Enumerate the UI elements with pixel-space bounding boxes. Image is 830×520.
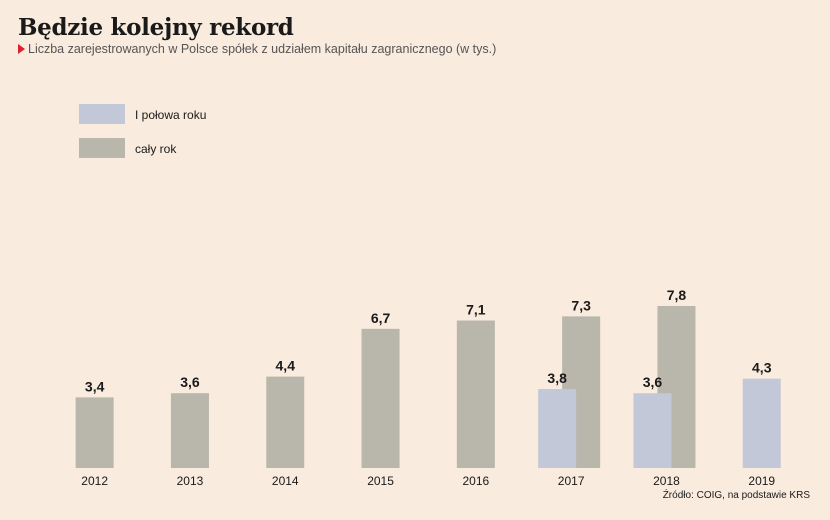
chart-subtitle: Liczba zarejestrowanych w Polsce spółek … (18, 42, 496, 56)
bar-full-year-2013 (170, 393, 209, 468)
data-label-full-year-2017: 7,3 (571, 297, 591, 313)
data-label-full-year-2014: 4,4 (276, 358, 296, 374)
data-label-full-year-2015: 6,7 (371, 310, 391, 326)
bar-half-year-2017 (538, 389, 577, 468)
x-tick-label-2018: 2018 (653, 474, 680, 488)
chart-title: Będzie kolejny rekord (18, 14, 294, 41)
data-label-half-year-2018: 3,6 (643, 374, 663, 390)
legend-swatch-half-year (79, 104, 125, 124)
legend-label-full-year: cały rok (135, 142, 177, 156)
data-label-full-year-2018: 7,8 (667, 287, 687, 303)
legend-swatch-full-year (79, 138, 125, 158)
bar-half-year-2019 (742, 378, 781, 468)
bar-full-year-2014 (266, 376, 305, 468)
bar-full-year-2016 (456, 320, 495, 468)
legend-label-half-year: I połowa roku (135, 108, 206, 122)
data-label-full-year-2012: 3,4 (85, 378, 105, 394)
bar-full-year-2012 (75, 397, 114, 468)
x-tick-label-2013: 2013 (177, 474, 204, 488)
x-tick-label-2012: 2012 (81, 474, 108, 488)
x-tick-label-2015: 2015 (367, 474, 394, 488)
red-triangle-marker-icon (18, 44, 25, 54)
data-label-full-year-2013: 3,6 (180, 374, 200, 390)
x-tick-label-2017: 2017 (558, 474, 585, 488)
data-label-half-year-2017: 3,8 (547, 370, 567, 386)
data-label-full-year-2016: 7,1 (466, 302, 486, 318)
x-tick-label-2014: 2014 (272, 474, 299, 488)
subtitle-text: Liczba zarejestrowanych w Polsce spółek … (28, 42, 497, 56)
bar-half-year-2018 (633, 393, 672, 468)
bar-full-year-2015 (361, 328, 400, 468)
x-tick-label-2019: 2019 (748, 474, 775, 488)
x-tick-label-2016: 2016 (462, 474, 489, 488)
data-label-half-year-2019: 4,3 (752, 360, 772, 376)
source-note: Źródło: COIG, na podstawie KRS (662, 490, 810, 501)
